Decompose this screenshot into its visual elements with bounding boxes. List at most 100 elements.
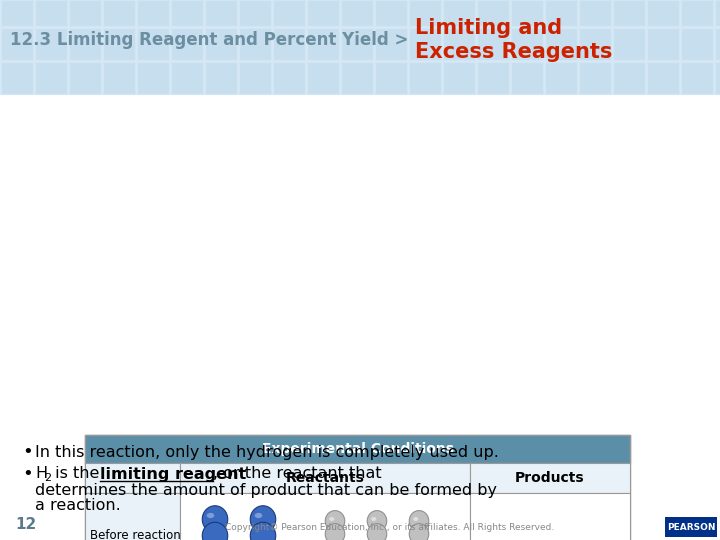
Bar [341, 1, 373, 33]
Bar [613, 307, 645, 339]
Text: is the: is the [50, 467, 104, 482]
Bar [443, 375, 475, 407]
Bar [647, 273, 679, 305]
Text: 2: 2 [44, 473, 51, 483]
Bar [341, 0, 373, 26]
Bar [137, 409, 169, 441]
Bar [239, 69, 271, 101]
Bar [273, 511, 305, 540]
Bar [1, 62, 33, 94]
Bar [477, 1, 509, 33]
Bar [205, 239, 237, 271]
Ellipse shape [255, 513, 262, 518]
Bar [205, 341, 237, 373]
Bar [180, 463, 470, 493]
Bar [715, 409, 720, 441]
Bar [511, 511, 543, 540]
Bar [103, 62, 135, 94]
Bar [613, 341, 645, 373]
Bar [681, 1, 713, 33]
Bar [443, 103, 475, 135]
Bar [647, 0, 679, 26]
Bar [511, 69, 543, 101]
Bar [171, 443, 203, 475]
Bar [137, 28, 169, 60]
Bar [205, 511, 237, 540]
Bar [477, 62, 509, 94]
Bar [205, 375, 237, 407]
Bar [341, 205, 373, 237]
Bar [477, 35, 509, 67]
Bar [443, 273, 475, 305]
Bar [681, 477, 713, 509]
Bar [579, 375, 611, 407]
Bar [409, 307, 441, 339]
Bar [647, 62, 679, 94]
Bar [35, 273, 67, 305]
Bar [375, 69, 407, 101]
Bar [171, 341, 203, 373]
Bar [409, 0, 441, 26]
Bar [171, 511, 203, 540]
Text: Products: Products [516, 471, 585, 485]
Bar [511, 477, 543, 509]
Bar [545, 341, 577, 373]
Bar [511, 409, 543, 441]
Ellipse shape [329, 517, 334, 521]
Bar [443, 443, 475, 475]
Bar [681, 205, 713, 237]
Bar [35, 307, 67, 339]
Bar [545, 171, 577, 203]
Bar [409, 205, 441, 237]
Bar [239, 443, 271, 475]
Bar [307, 28, 339, 60]
Bar [35, 341, 67, 373]
Ellipse shape [409, 524, 428, 540]
Bar [137, 0, 169, 26]
Bar [715, 171, 720, 203]
Bar [647, 477, 679, 509]
Bar [443, 62, 475, 94]
Bar [1, 205, 33, 237]
Bar [477, 239, 509, 271]
Bar [647, 239, 679, 271]
Bar [171, 0, 203, 26]
Bar [1, 409, 33, 441]
Bar [307, 205, 339, 237]
Bar [103, 28, 135, 60]
Bar [409, 35, 441, 67]
Bar [579, 35, 611, 67]
Bar [443, 511, 475, 540]
Bar [409, 273, 441, 305]
Ellipse shape [367, 511, 387, 531]
Bar [239, 171, 271, 203]
Bar [341, 375, 373, 407]
Bar [409, 28, 441, 60]
Bar [341, 69, 373, 101]
Bar [239, 35, 271, 67]
Bar [375, 205, 407, 237]
Bar [35, 0, 67, 26]
Bar [239, 62, 271, 94]
Bar [613, 0, 645, 26]
Bar [681, 239, 713, 271]
Bar [443, 307, 475, 339]
Bar [137, 205, 169, 237]
Bar [239, 1, 271, 33]
Bar [307, 477, 339, 509]
Bar [205, 273, 237, 305]
Bar [511, 137, 543, 169]
Bar [1, 69, 33, 101]
Bar [103, 239, 135, 271]
Bar [103, 341, 135, 373]
Bar [511, 375, 543, 407]
Ellipse shape [202, 506, 228, 533]
Bar [477, 477, 509, 509]
Bar [85, 493, 180, 540]
Bar [205, 171, 237, 203]
Bar [545, 0, 577, 26]
Text: limiting reagent: limiting reagent [100, 467, 246, 482]
Bar [470, 463, 630, 493]
Bar [171, 69, 203, 101]
Bar [613, 137, 645, 169]
